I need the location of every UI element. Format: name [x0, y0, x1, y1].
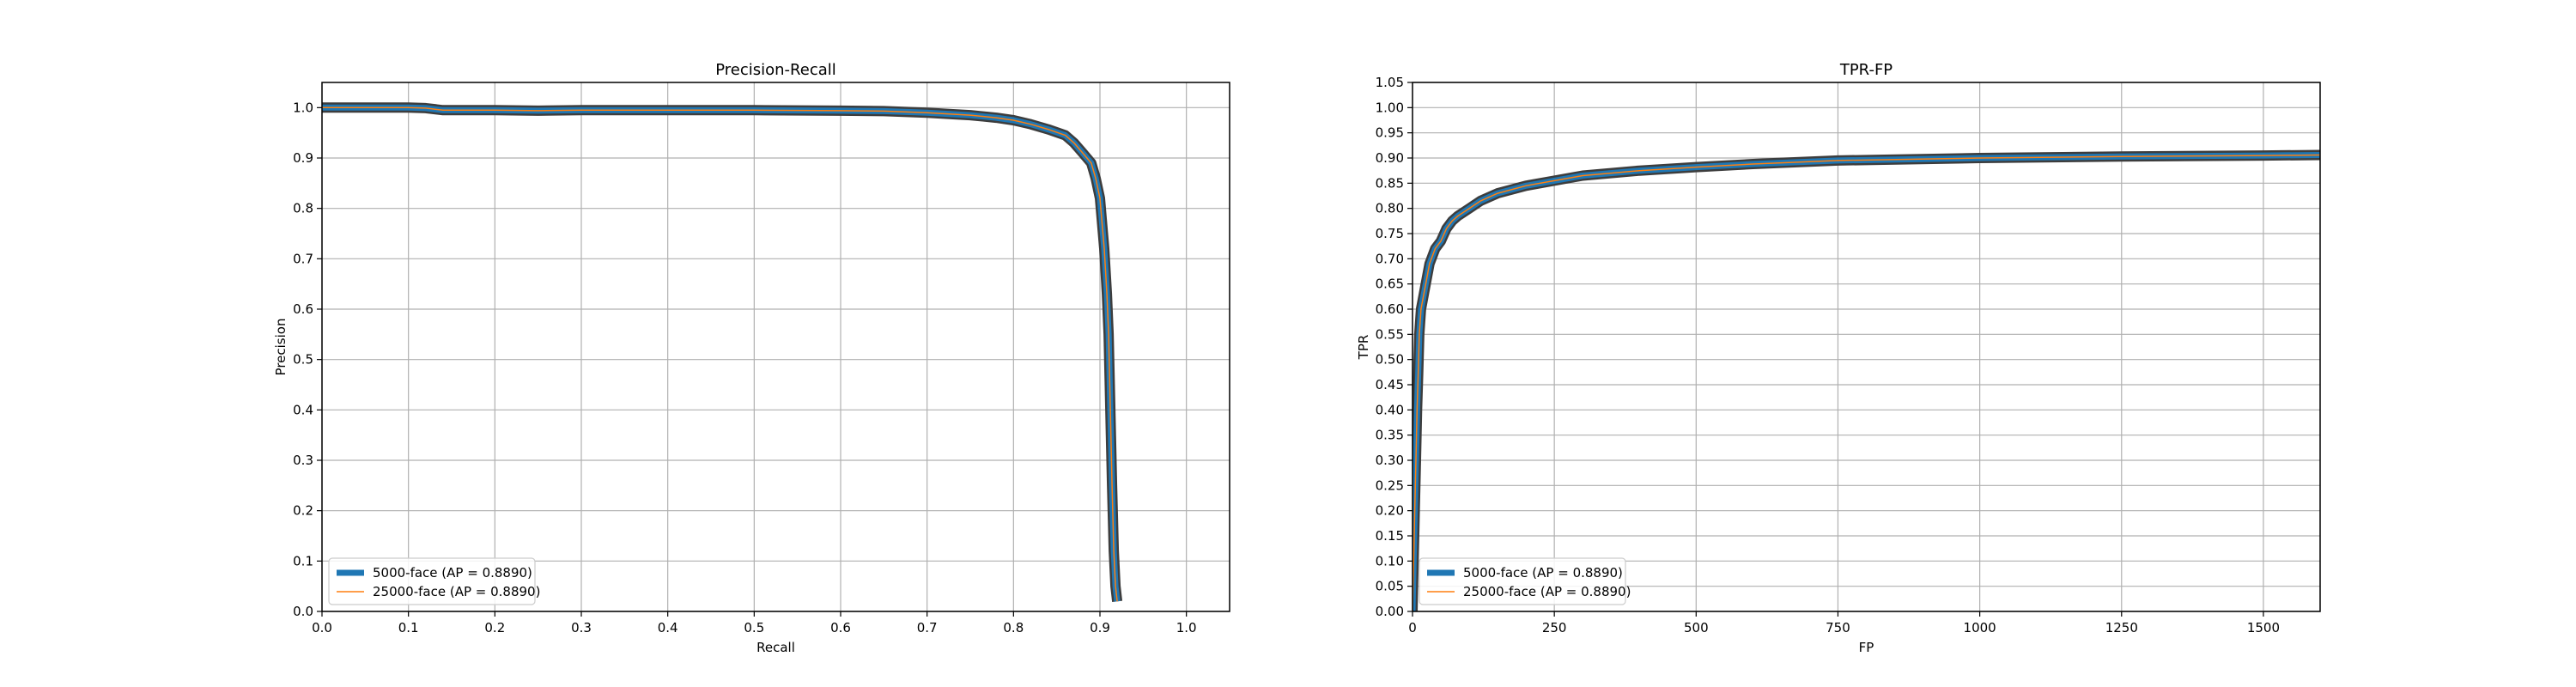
series-outline: [1413, 149, 2320, 611]
legend-box: [1419, 557, 1626, 605]
x-axis-label: Recall: [756, 640, 795, 655]
y-axis-label: Precision: [273, 319, 289, 376]
y-tick-label: 0.65: [1376, 277, 1404, 292]
y-tick-label: 1.05: [1376, 75, 1404, 90]
y-tick-label: 0.55: [1376, 326, 1404, 342]
y-tick-label: 0.6: [293, 301, 313, 317]
y-tick-label: 0.30: [1376, 453, 1404, 468]
x-axis-label: FP: [1859, 640, 1874, 655]
series-line-0: [1413, 149, 2320, 611]
x-tick-label: 0: [1408, 620, 1417, 635]
legend: 5000-face (AP = 0.8890) 25000-face (AP = …: [1419, 557, 1631, 605]
x-tick-label: 1.0: [1176, 620, 1197, 635]
x-tick-label: 0.3: [571, 620, 592, 635]
x-tick-label: 1000: [1964, 620, 1996, 635]
y-tick-label: 0.50: [1376, 352, 1404, 368]
x-tick-label: 0.9: [1090, 620, 1110, 635]
x-tick-label: 0.2: [484, 620, 505, 635]
series-line-1: [1413, 154, 2320, 611]
y-tick-label: 0.45: [1376, 377, 1404, 392]
x-tick-label: 750: [1826, 620, 1850, 635]
x-tick-label: 0.7: [917, 620, 938, 635]
y-tick-label: 0.95: [1376, 125, 1404, 141]
x-tick-label: 500: [1684, 620, 1709, 635]
axes-frame: [321, 82, 1230, 612]
y-tick-label: 0.3: [293, 453, 313, 468]
x-tick-label: 0.0: [312, 620, 332, 635]
y-tick-label: 1.00: [1376, 100, 1404, 115]
y-tick-label: 0.00: [1376, 604, 1404, 619]
y-tick-label: 0.75: [1376, 226, 1404, 241]
x-tick-label: 0.1: [398, 620, 419, 635]
y-axis-label: TPR: [1356, 335, 1371, 361]
y-tick-label: 0.4: [293, 402, 313, 417]
y-tick-label: 0.15: [1376, 528, 1404, 544]
y-tick-label: 0.7: [293, 251, 313, 266]
x-tick-label: 0.8: [1003, 620, 1024, 635]
y-tick-label: 0.05: [1376, 579, 1404, 594]
y-tick-label: 0.85: [1376, 175, 1404, 191]
legend-label: 25000-face (AP = 0.8890): [1463, 584, 1631, 599]
legend-label: 25000-face (AP = 0.8890): [373, 584, 540, 599]
series-outline: [322, 102, 1123, 602]
x-tick-label: 0.6: [830, 620, 851, 635]
series-path: [322, 104, 1121, 602]
precision-recall-panel: 0.0 0.1 0.2 0.3 0.4 0.5 0.6 0.7 0.8 0.9 1.0 0.0 0.1 0…: [273, 61, 1230, 655]
y-tick-label: 0.5: [293, 352, 313, 368]
series-path: [322, 106, 1118, 602]
y-tick-label: 0.8: [293, 201, 313, 216]
series-line-1: [322, 106, 1118, 602]
series-path: [1413, 154, 2320, 611]
y-tick-label: 0.1: [293, 553, 313, 568]
legend-box: [328, 557, 536, 605]
y-tick-label: 1.0: [293, 100, 313, 115]
y-tick-label: 0.25: [1376, 477, 1404, 493]
legend-label: 5000-face (AP = 0.8890): [373, 565, 532, 581]
chart-title: Precision-Recall: [715, 61, 836, 79]
chart-title: TPR-FP: [1839, 61, 1893, 79]
y-tick-label: 0.70: [1376, 251, 1404, 266]
y-tick-label: 0.9: [293, 150, 313, 166]
series-path: [1413, 152, 2320, 611]
series-line-0: [322, 102, 1123, 602]
y-tick-label: 0.0: [293, 604, 313, 619]
x-tick-label: 0.5: [744, 620, 764, 635]
y-tick-label: 0.20: [1376, 503, 1404, 519]
y-tick-label: 0.60: [1376, 301, 1404, 317]
tpr-fp-panel: 0 250 500 750 1000 1250 1500 0.00 0.05 0.10 0.15 0.…: [1356, 61, 2321, 655]
legend-label: 5000-face (AP = 0.8890): [1463, 565, 1623, 581]
y-tick-label: 0.40: [1376, 402, 1404, 417]
x-tick-label: 250: [1542, 620, 1567, 635]
legend: 5000-face (AP = 0.8890) 25000-face (AP = …: [328, 557, 540, 605]
x-tick-label: 1500: [2247, 620, 2280, 635]
y-tick-label: 0.35: [1376, 428, 1404, 443]
y-tick-label: 0.90: [1376, 150, 1404, 166]
x-tick-label: 1250: [2105, 620, 2138, 635]
x-tick-label: 0.4: [658, 620, 678, 635]
y-tick-label: 0.10: [1376, 553, 1404, 568]
axes-frame: [1412, 82, 2321, 612]
y-tick-label: 0.80: [1376, 201, 1404, 216]
y-tick-label: 0.2: [293, 503, 313, 519]
